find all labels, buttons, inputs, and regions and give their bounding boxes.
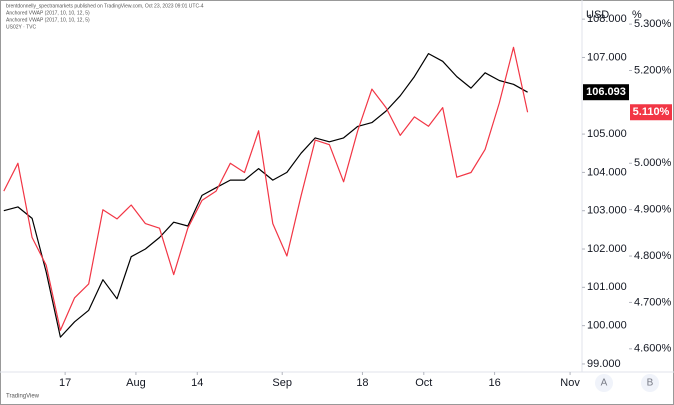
x-tick-label: Oct: [415, 377, 432, 389]
x-tick-label: 14: [191, 377, 203, 389]
header-line: Anchored VWAP (2017, 10, 10, 12, 5): [6, 10, 90, 16]
y2-tick-label: 5.000%: [634, 157, 672, 169]
scale-button[interactable]: [641, 374, 659, 392]
y2-tick-label: 4.900%: [634, 204, 672, 216]
series-line: [3, 46, 529, 331]
y2-tick-label: 5.300%: [634, 18, 672, 30]
x-tick-label: Aug: [126, 377, 146, 389]
header-line: US02Y · TVC: [6, 24, 36, 30]
y-tick-label: 102.000: [587, 243, 627, 255]
scale-button[interactable]: [595, 374, 613, 392]
last-value-box: [630, 104, 672, 121]
last-value-label: 106.093: [586, 86, 626, 98]
y-tick-label: 107.000: [587, 51, 627, 63]
y-tick-label: 103.000: [587, 205, 627, 217]
x-tick-label: 17: [59, 377, 71, 389]
x-tick-label: Nov: [560, 377, 580, 389]
y2-tick-label: 5.200%: [634, 64, 672, 76]
y-tick-label: 100.000: [587, 320, 627, 332]
scale-button-label[interactable]: B: [647, 378, 654, 389]
scale-button-label[interactable]: A: [601, 378, 608, 389]
y-tick-label: 101.000: [587, 281, 627, 293]
y2-tick-label: 4.600%: [634, 343, 672, 355]
last-value-label: 5.110%: [633, 106, 670, 118]
logo: TradingView: [6, 394, 40, 400]
y-unit: USD: [586, 9, 609, 21]
x-tick-label: 16: [488, 377, 500, 389]
y-tick-label: 104.000: [587, 166, 627, 178]
y2-unit: %: [632, 9, 642, 21]
x-tick-label: Sep: [272, 377, 292, 389]
header-line: Anchored VWAP (2017, 10, 10, 12, 5): [6, 17, 90, 23]
y2-tick-label: 4.700%: [634, 296, 672, 308]
y-tick-label: 99.000: [587, 358, 621, 370]
y-tick-label: 105.000: [587, 128, 627, 140]
x-tick-label: 18: [356, 377, 368, 389]
y2-tick-label: 4.800%: [634, 250, 672, 262]
last-value-box: [583, 84, 629, 101]
header-line: brentdonnelly_spectramarkets published o…: [6, 3, 204, 9]
y-tick-label: 108.000: [587, 13, 627, 25]
